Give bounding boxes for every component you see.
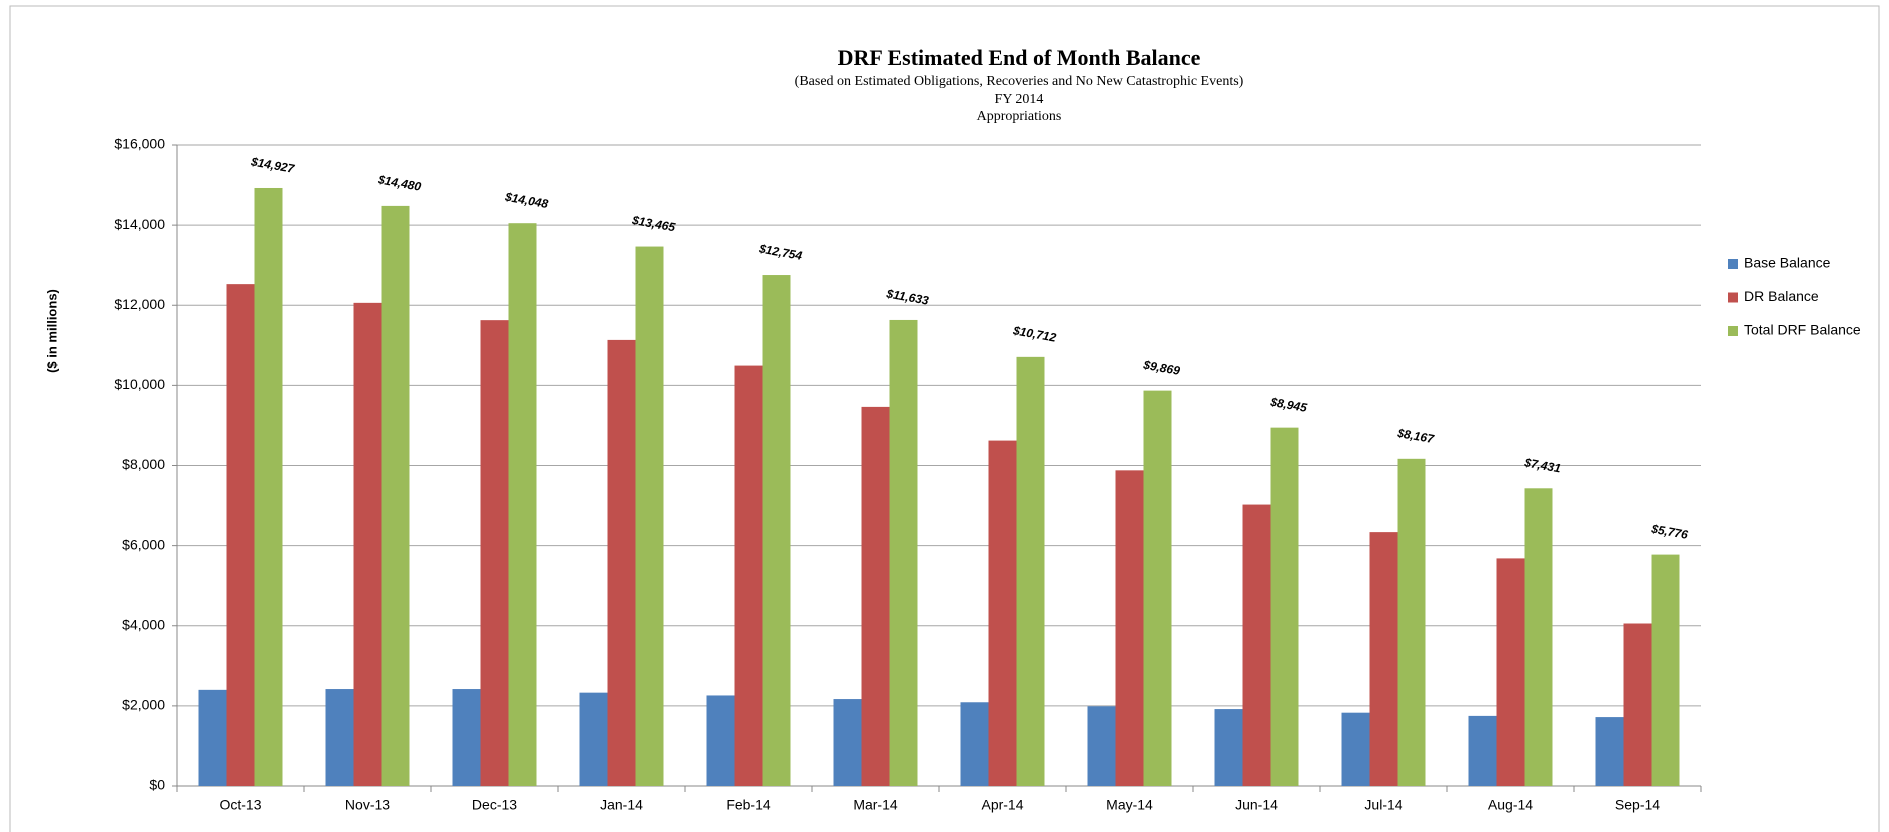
y-tick-label: $2,000 xyxy=(122,697,165,713)
bar xyxy=(1468,715,1497,786)
legend-swatch xyxy=(1728,259,1738,269)
x-tick-label: May-14 xyxy=(1106,797,1153,813)
x-tick-label: Jun-14 xyxy=(1235,797,1278,813)
bar xyxy=(1115,470,1144,786)
data-label: $12,754 xyxy=(757,241,803,263)
y-tick-label: $4,000 xyxy=(122,616,165,632)
bar xyxy=(1651,554,1680,786)
chart-subtitle: (Based on Estimated Obligations, Recover… xyxy=(795,74,1244,89)
bar xyxy=(353,302,382,786)
x-tick-label: Dec-13 xyxy=(472,797,517,813)
data-label: $14,048 xyxy=(503,190,549,212)
x-tick-label: Apr-14 xyxy=(981,797,1023,813)
y-tick-label: $10,000 xyxy=(114,376,165,392)
bar xyxy=(452,689,481,786)
legend-label: Base Balance xyxy=(1744,255,1831,271)
bar xyxy=(1016,356,1045,786)
bar xyxy=(381,205,410,786)
y-tick-label: $16,000 xyxy=(114,136,165,152)
bar xyxy=(607,339,636,786)
bar xyxy=(1214,709,1243,786)
bar xyxy=(226,284,255,786)
bar xyxy=(1595,717,1624,786)
bar xyxy=(1623,623,1652,786)
chart-title: DRF Estimated End of Month Balance xyxy=(838,45,1201,70)
bar xyxy=(734,365,763,786)
y-tick-label: $6,000 xyxy=(122,536,165,552)
bar xyxy=(762,275,791,786)
x-tick-label: Mar-14 xyxy=(853,797,898,813)
legend-swatch xyxy=(1728,326,1738,336)
bar xyxy=(1143,390,1172,786)
chart-subtitle: Appropriations xyxy=(977,109,1062,124)
bar xyxy=(861,406,890,786)
legend-label: Total DRF Balance xyxy=(1744,322,1861,338)
data-label: $14,480 xyxy=(376,172,422,194)
x-tick-label: Sep-14 xyxy=(1615,797,1660,813)
bar xyxy=(198,689,227,786)
bar xyxy=(706,695,735,786)
legend-swatch xyxy=(1728,292,1738,303)
legend-label: DR Balance xyxy=(1744,288,1819,304)
bar xyxy=(988,440,1017,786)
data-label: $11,633 xyxy=(885,286,931,307)
bar xyxy=(325,689,354,786)
bar xyxy=(480,320,509,786)
bar xyxy=(833,699,862,786)
bar xyxy=(579,692,608,786)
y-tick-label: $12,000 xyxy=(114,296,165,312)
bar xyxy=(1087,706,1116,786)
y-tick-label: $0 xyxy=(149,777,165,793)
bar xyxy=(1270,427,1299,786)
bar xyxy=(1341,712,1370,786)
bar xyxy=(1242,504,1271,786)
data-label: $8,167 xyxy=(1395,426,1436,447)
bar xyxy=(960,702,989,786)
bar xyxy=(1496,558,1525,786)
x-tick-label: Jul-14 xyxy=(1364,797,1402,813)
x-tick-label: Jan-14 xyxy=(600,797,643,813)
bar xyxy=(1524,488,1553,786)
bar xyxy=(1397,458,1426,786)
y-tick-label: $14,000 xyxy=(114,216,165,232)
bar xyxy=(508,223,537,786)
y-axis-label: ($ in millions) xyxy=(44,289,59,373)
data-label: $8,945 xyxy=(1268,395,1308,415)
data-label: $9,869 xyxy=(1141,358,1181,378)
data-label: $13,465 xyxy=(630,213,676,235)
data-label: $14,927 xyxy=(249,154,296,176)
x-tick-label: Oct-13 xyxy=(219,797,261,813)
bar xyxy=(254,187,283,786)
x-tick-label: Feb-14 xyxy=(726,797,771,813)
data-label: $5,776 xyxy=(1649,522,1689,542)
bar xyxy=(1369,532,1398,786)
chart-frame xyxy=(9,5,1880,832)
x-tick-label: Nov-13 xyxy=(345,797,390,813)
x-tick-label: Aug-14 xyxy=(1488,797,1533,813)
bar xyxy=(889,319,918,786)
chart-subtitle: FY 2014 xyxy=(995,92,1044,107)
data-label: $7,431 xyxy=(1522,455,1562,475)
y-tick-label: $8,000 xyxy=(122,456,165,472)
bar xyxy=(635,246,664,786)
data-label: $10,712 xyxy=(1011,323,1057,345)
